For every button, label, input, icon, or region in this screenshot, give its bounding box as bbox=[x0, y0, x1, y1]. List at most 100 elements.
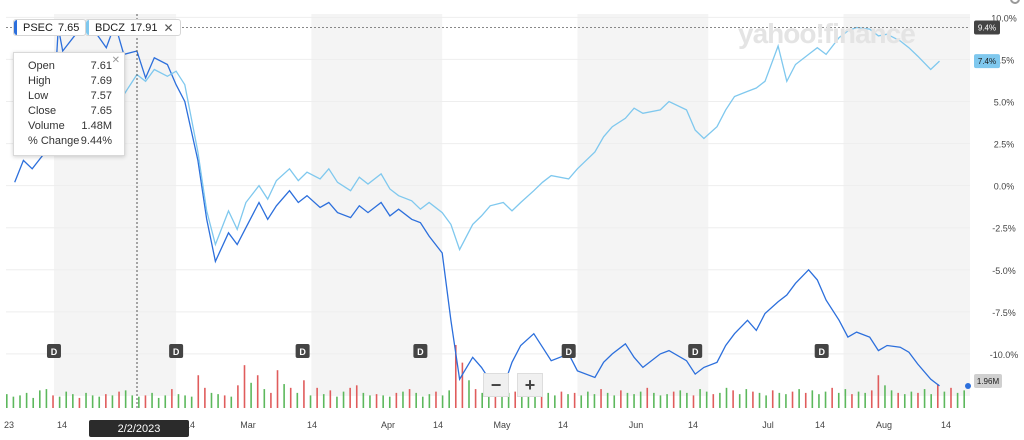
volume-bar bbox=[12, 396, 15, 408]
volume-bar bbox=[705, 391, 708, 408]
volume-bar bbox=[877, 375, 880, 408]
volume-bar bbox=[870, 390, 873, 408]
volume-bar bbox=[395, 392, 398, 408]
volume-bar bbox=[600, 389, 602, 408]
volume-bar bbox=[950, 387, 952, 408]
volume-bar bbox=[336, 396, 338, 408]
dividend-marker bbox=[46, 344, 61, 358]
volume-bar bbox=[223, 395, 226, 408]
y-tick-label: 10.0% bbox=[991, 13, 1017, 23]
month-band bbox=[442, 14, 578, 396]
volume-bar bbox=[831, 387, 833, 408]
volume-bar bbox=[659, 395, 662, 408]
volume-bar bbox=[844, 389, 847, 408]
volume-bar bbox=[230, 396, 233, 408]
close-icon[interactable]: ✕ bbox=[111, 55, 120, 66]
series-tag-psec[interactable]: PSEC 7.65 bbox=[13, 19, 87, 36]
volume-bar bbox=[593, 394, 596, 408]
volume-bar bbox=[435, 391, 437, 408]
volume-bar bbox=[322, 394, 325, 408]
tooltip-row-close: Close 7.65 bbox=[28, 105, 112, 117]
dividend-marker-label: D bbox=[417, 347, 424, 357]
x-tick-label: Apr bbox=[381, 420, 395, 430]
volume-bar bbox=[494, 387, 497, 408]
volume-bar bbox=[217, 394, 219, 408]
volume-bar bbox=[309, 395, 312, 408]
volume-bar bbox=[111, 395, 114, 408]
volume-bar bbox=[197, 375, 200, 408]
tooltip-row-change: % Change 9.44% bbox=[28, 135, 112, 147]
volume-bar bbox=[580, 395, 583, 408]
volume-bar bbox=[105, 394, 107, 408]
volume-bar bbox=[798, 389, 800, 408]
dividend-marker-label: D bbox=[299, 347, 306, 357]
x-tick-label: 14 bbox=[307, 420, 317, 430]
volume-bar bbox=[448, 390, 450, 408]
volume-bar bbox=[369, 395, 371, 408]
volume-bar bbox=[719, 392, 721, 408]
volume-bar bbox=[785, 394, 787, 408]
x-tick-label: 14 bbox=[688, 420, 698, 430]
volume-bar bbox=[521, 395, 523, 408]
volume-bar bbox=[851, 394, 853, 408]
volume-bar bbox=[567, 394, 569, 408]
y-tick-label: 0.0% bbox=[994, 182, 1015, 192]
tooltip-row-high: High 7.69 bbox=[28, 75, 112, 87]
volume-bar bbox=[85, 392, 87, 408]
settings-icon[interactable] bbox=[1010, 0, 1020, 4]
volume-bar bbox=[91, 395, 94, 408]
volume-bar bbox=[276, 370, 279, 408]
volume-bar bbox=[943, 391, 946, 408]
volume-bar bbox=[237, 385, 239, 408]
volume-bar bbox=[441, 395, 444, 408]
volume-bar bbox=[329, 390, 332, 408]
series-tag-symbol: BDCZ bbox=[95, 21, 125, 34]
tooltip-row-low: Low 7.57 bbox=[28, 90, 112, 102]
volume-bar bbox=[65, 391, 68, 408]
dividend-marker-label: D bbox=[173, 347, 180, 357]
series-line-bdcz bbox=[14, 26, 940, 252]
volume-bar bbox=[131, 395, 134, 408]
volume-bar bbox=[699, 389, 701, 408]
volume-bar bbox=[554, 395, 556, 408]
month-band bbox=[843, 14, 970, 396]
volume-bar bbox=[210, 392, 213, 408]
volume-bar bbox=[527, 392, 530, 408]
volume-bar bbox=[837, 392, 840, 408]
volume-bar bbox=[25, 392, 28, 408]
volume-bar bbox=[771, 390, 774, 408]
volume-bar bbox=[864, 392, 866, 408]
volume-bar bbox=[613, 395, 616, 408]
volume-bar bbox=[263, 389, 266, 408]
volume-bar bbox=[461, 362, 464, 408]
volume-bar bbox=[375, 394, 378, 408]
zoom-out-button[interactable]: − bbox=[483, 373, 509, 397]
x-tick-label: Jun bbox=[629, 420, 644, 430]
volume-bar bbox=[355, 385, 358, 408]
close-icon[interactable]: ✕ bbox=[163, 20, 174, 35]
dividend-marker bbox=[413, 344, 428, 358]
series-tag-bdcz[interactable]: BDCZ 17.91 ✕ bbox=[85, 19, 181, 36]
current-dot bbox=[965, 383, 971, 389]
zoom-in-button[interactable]: + bbox=[517, 373, 543, 397]
y-tick-label: 5.0% bbox=[994, 98, 1015, 108]
volume-bar bbox=[454, 345, 457, 408]
volume-bar bbox=[52, 395, 54, 408]
volume-bar bbox=[270, 392, 272, 408]
volume-bar bbox=[349, 387, 351, 408]
volume-bar bbox=[626, 392, 629, 408]
volume-bar bbox=[956, 392, 959, 408]
volume-bar bbox=[428, 394, 431, 408]
volume-bar bbox=[824, 391, 827, 408]
volume-bar bbox=[923, 389, 926, 408]
volume-label: 1.96M bbox=[977, 377, 1000, 386]
x-tick-label: 23 bbox=[4, 420, 14, 430]
volume-bar bbox=[639, 391, 642, 408]
volume-bar bbox=[910, 391, 913, 408]
volume-bar bbox=[534, 390, 536, 408]
volume-bar bbox=[256, 375, 259, 408]
x-tick-label: May bbox=[493, 420, 511, 430]
volume-bar bbox=[415, 392, 417, 408]
volume-bar bbox=[903, 394, 906, 408]
